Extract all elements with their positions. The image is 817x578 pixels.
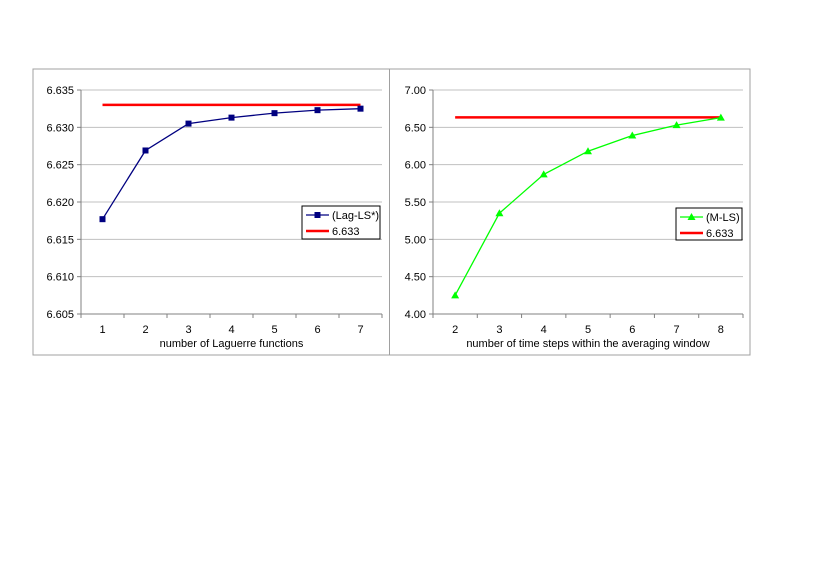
y-tick-label: 6.605 (46, 309, 74, 321)
y-tick-label: 6.620 (46, 197, 74, 209)
data-point (357, 105, 364, 112)
legend-label: (M-LS) (706, 212, 740, 224)
legend: (Lag-LS*) 6.633 (301, 205, 381, 240)
data-point (495, 209, 504, 217)
x-tick-label: 5 (271, 324, 277, 336)
x-tick-label: 1 (99, 324, 105, 336)
x-tick-label: 6 (314, 324, 320, 336)
legend-label: 6.633 (332, 226, 360, 238)
data-point (228, 114, 235, 121)
y-tick-label: 5.00 (405, 234, 426, 246)
data-point (314, 107, 321, 114)
data-point (672, 121, 681, 129)
data-point (628, 131, 637, 139)
chart-left: 6.605 6.610 6.615 6.620 6.625 6.630 6.635 1 2 3 4 5… (46, 85, 383, 350)
x-tick-label: 4 (228, 324, 234, 336)
x-tick-label: 2 (452, 324, 458, 336)
y-tick-label: 6.625 (46, 160, 74, 172)
data-point (716, 113, 725, 121)
x-tick-label: 2 (142, 324, 148, 336)
x-tick-label: 7 (357, 324, 363, 336)
data-point (271, 110, 278, 117)
legend: (M-LS) 6.633 (675, 207, 743, 241)
legend-marker (687, 213, 696, 220)
y-tick-label: 6.635 (46, 85, 74, 97)
x-tick-label: 3 (185, 324, 191, 336)
x-tick-label: 4 (541, 324, 547, 336)
y-tick-label: 6.00 (405, 160, 426, 172)
y-tick-label: 5.50 (405, 197, 426, 209)
data-point (185, 120, 192, 127)
y-tick-label: 6.615 (46, 234, 74, 246)
x-tick-label: 3 (496, 324, 502, 336)
y-tick-label: 4.00 (405, 309, 426, 321)
x-tick-label: 8 (718, 324, 724, 336)
y-tick-label: 6.50 (405, 122, 426, 134)
y-tick-label: 6.610 (46, 272, 74, 284)
legend-label: (Lag-LS*) (332, 210, 379, 222)
x-axis-label: number of time steps within the averagin… (466, 338, 709, 350)
legend-box (301, 205, 381, 240)
x-tick-label: 5 (585, 324, 591, 336)
data-point (539, 170, 548, 178)
x-axis-label: number of Laguerre functions (160, 338, 304, 350)
legend-marker (314, 212, 321, 218)
data-point (451, 291, 460, 299)
y-tick-label: 7.00 (405, 85, 426, 97)
legend-box (675, 207, 743, 241)
data-point (142, 147, 149, 154)
chart-frame (32, 68, 751, 356)
x-tick-label: 6 (629, 324, 635, 336)
x-tick-label: 7 (674, 324, 680, 336)
legend-label: 6.633 (706, 228, 734, 240)
chart-right: 4.00 4.50 5.00 5.50 6.00 6.50 7.00 2 3 4 5 6 7 8 numbe… (405, 85, 744, 350)
data-point (99, 216, 106, 223)
data-point (584, 147, 592, 155)
y-tick-label: 4.50 (405, 272, 426, 284)
y-tick-label: 6.630 (46, 122, 74, 134)
